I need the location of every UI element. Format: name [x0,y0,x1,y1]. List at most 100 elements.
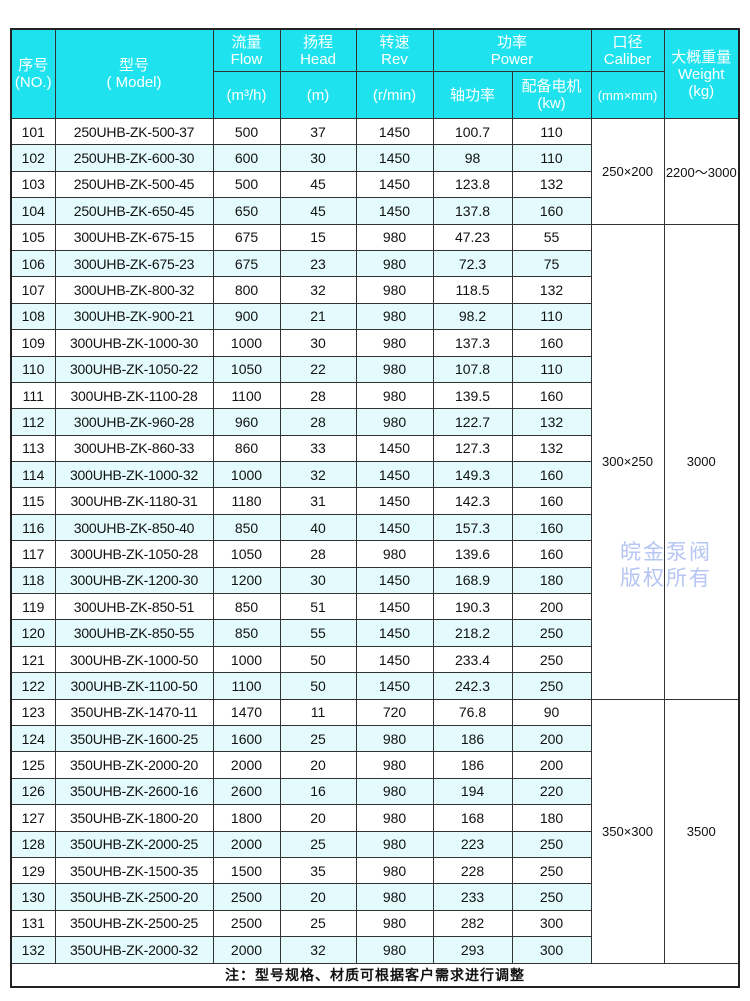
cell-rev: 980 [355,936,434,964]
table-row: 101 250UHB-ZK-500-37 500 37 1450 100.7 110 250×… [10,117,740,225]
cell-head: 16 [279,777,357,806]
cell-model: 300UHB-ZK-1200-30 [54,566,214,595]
cell-flow: 2000 [212,751,281,779]
cell-no: 126 [10,777,56,806]
cell-head: 50 [279,645,357,674]
cell-rev: 980 [355,408,434,436]
cell-motor: 250 [511,645,592,674]
cell-head: 28 [279,381,357,410]
cell-motor: 300 [511,936,592,964]
header-flow: 流量 Flow [212,28,281,72]
cell-head: 15 [279,223,357,251]
cell-motor: 160 [511,513,592,542]
cell-flow: 675 [212,249,281,278]
cell-shaft-power: 98.2 [432,302,513,331]
cell-shaft-power: 142.3 [432,487,513,515]
cell-head: 55 [279,619,357,647]
header-power: 功率 Power [432,28,592,72]
cell-rev: 980 [355,223,434,251]
header-rev: 转速 Rev [355,28,434,72]
cell-shaft-power: 218.2 [432,619,513,647]
cell-shaft-power: 282 [432,909,513,938]
cell-motor: 132 [511,434,592,463]
cell-flow: 800 [212,276,281,304]
cell-flow: 1800 [212,804,281,832]
cell-shaft-power: 228 [432,856,513,885]
cell-model: 300UHB-ZK-900-21 [54,302,214,331]
cell-motor: 200 [511,593,592,621]
cell-flow: 850 [212,513,281,542]
cell-flow: 1200 [212,566,281,595]
cell-no: 110 [10,355,56,383]
cell-shaft-power: 233.4 [432,645,513,674]
cell-rev: 1450 [355,593,434,621]
cell-rev: 1450 [355,117,434,146]
table-row: 122 300UHB-ZK-1100-50 1100 50 1450 242.3 250 [10,672,739,700]
cell-flow: 1100 [212,381,281,410]
cell-motor: 160 [511,461,592,489]
cell-no: 107 [10,276,56,304]
cell-head: 30 [279,566,357,595]
cell-flow: 1000 [212,329,281,357]
cell-shaft-power: 223 [432,830,513,858]
cell-model: 300UHB-ZK-860-33 [54,434,214,463]
cell-rev: 980 [355,276,434,304]
cell-shaft-power: 194 [432,777,513,806]
cell-head: 20 [279,804,357,832]
cell-flow: 650 [212,197,281,225]
table-row: 131 350UHB-ZK-2500-25 2500 25 980 282 300 [10,909,739,938]
cell-rev: 980 [355,830,434,858]
header-rev-unit: (r/min) [355,71,434,119]
cell-model: 300UHB-ZK-675-23 [54,249,214,278]
cell-no: 117 [10,540,56,568]
cell-rev: 1450 [355,487,434,515]
cell-rev: 980 [355,856,434,885]
cell-shaft-power: 137.3 [432,329,513,357]
header-head: 扬程 Head [279,28,357,72]
cell-head: 21 [279,302,357,331]
cell-model: 350UHB-ZK-1500-35 [54,856,214,885]
table-row: 123 350UHB-ZK-1470-11 1470 11 720 76.8 90 350×3… [10,698,740,964]
cell-head: 32 [279,461,357,489]
cell-shaft-power: 168 [432,804,513,832]
table-row: 113 300UHB-ZK-860-33 860 33 1450 127.3 132 [10,434,739,463]
header-motor: 配备电机 (kw) [511,71,592,119]
header-flow-unit: (m³/h) [212,71,281,119]
cell-rev: 1450 [355,144,434,172]
cell-shaft-power: 118.5 [432,276,513,304]
cell-no: 101 [10,117,56,146]
table-row: 108 300UHB-ZK-900-21 900 21 980 98.2 110 [10,302,739,331]
cell-no: 132 [10,936,56,964]
cell-flow: 2500 [212,883,281,911]
cell-head: 25 [279,909,357,938]
cell-motor: 90 [511,698,592,726]
table-row: 125 350UHB-ZK-2000-20 2000 20 980 186 200 [10,751,739,779]
cell-flow: 2500 [212,909,281,938]
cell-no: 131 [10,909,56,938]
header-no: 序号 (NO.) [10,28,56,119]
cell-motor: 110 [511,117,592,146]
cell-head: 25 [279,830,357,858]
cell-model: 350UHB-ZK-2600-16 [54,777,214,806]
cell-flow: 2000 [212,830,281,858]
cell-shaft-power: 186 [432,751,513,779]
cell-motor: 180 [511,804,592,832]
table-row: 111 300UHB-ZK-1100-28 1100 28 980 139.5 160 [10,381,739,410]
table-row: 128 350UHB-ZK-2000-25 2000 25 980 223 250 [10,830,739,858]
cell-shaft-power: 100.7 [432,117,513,146]
cell-shaft-power: 293 [432,936,513,964]
cell-motor: 110 [511,355,592,383]
cell-head: 40 [279,513,357,542]
cell-weight: 3500 [663,698,740,964]
cell-head: 25 [279,724,357,753]
cell-head: 23 [279,249,357,278]
cell-rev: 980 [355,883,434,911]
cell-no: 116 [10,513,56,542]
cell-head: 32 [279,276,357,304]
cell-model: 350UHB-ZK-2500-25 [54,909,214,938]
cell-shaft-power: 139.5 [432,381,513,410]
cell-motor: 250 [511,856,592,885]
cell-motor: 110 [511,302,592,331]
cell-motor: 250 [511,830,592,858]
cell-head: 22 [279,355,357,383]
